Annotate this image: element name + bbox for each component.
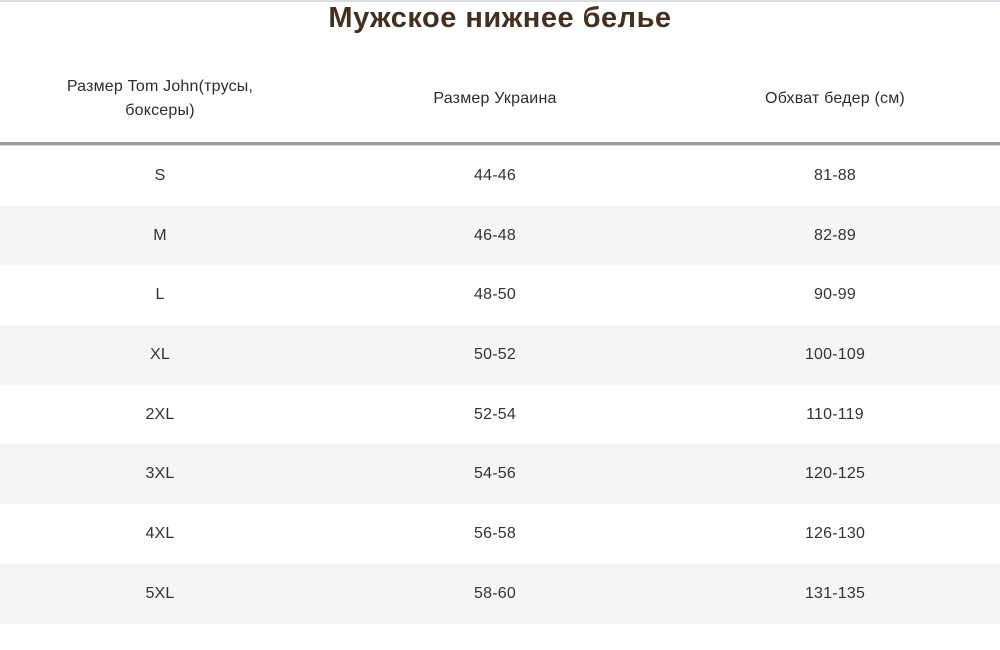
size-cell: 3XL: [145, 465, 175, 483]
hip-circumference-cell: 131-135: [804, 584, 866, 602]
size-cell: M: [153, 226, 167, 244]
ukraine-size-cell: 46-48: [474, 226, 516, 244]
table-row: 4XL 56-58 126-130: [0, 504, 1000, 564]
size-cell: 4XL: [145, 524, 175, 542]
hip-circumference-cell: 120-125: [804, 465, 866, 483]
hip-circumference-cell: 110-119: [806, 405, 864, 423]
hip-circumference-cell: 90-99: [814, 286, 856, 304]
table-row: XL 50-52 100-109: [0, 325, 1000, 385]
table-row: S 44-46 81-88: [0, 146, 1000, 206]
ukraine-size-cell: 48-50: [474, 286, 516, 304]
table-row: 5XL 58-60 131-135: [0, 563, 1000, 624]
table-row: 2XL 52-54 110-119: [0, 384, 1000, 445]
ukraine-size-cell: 44-46: [474, 166, 516, 184]
column-header-hip-circumference: Обхват бедер (см): [765, 89, 905, 107]
ukraine-size-cell: 54-56: [474, 465, 516, 483]
ukraine-size-cell: 56-58: [474, 524, 516, 542]
size-cell: XL: [150, 345, 170, 363]
size-cell: 2XL: [145, 405, 175, 423]
size-table: Размер Tom John(трусы, боксеры) Размер У…: [0, 55, 1000, 624]
table-header-row: Размер Tom John(трусы, боксеры) Размер У…: [0, 55, 1000, 142]
top-divider: [0, 0, 1000, 2]
table-body: S 44-46 81-88 M 46-48 82-89 L 48-50 90-99 XL 50-52…: [0, 146, 1000, 624]
size-cell: L: [155, 286, 165, 304]
hip-circumference-cell: 100-109: [804, 345, 866, 363]
column-header-tomjohn-size: Размер Tom John(трусы, боксеры): [66, 77, 254, 119]
size-cell: 5XL: [145, 584, 175, 602]
page-title: Мужское нижнее белье: [328, 2, 672, 34]
column-header-ukraine-size: Размер Украина: [433, 89, 557, 107]
hip-circumference-cell: 82-89: [814, 226, 856, 244]
table-row: M 46-48 82-89: [0, 205, 1000, 266]
size-cell: S: [154, 166, 166, 184]
header-divider: [0, 142, 1000, 146]
table-row: 3XL 54-56 120-125: [0, 444, 1000, 505]
hip-circumference-cell: 81-88: [814, 166, 856, 184]
ukraine-size-cell: 58-60: [474, 584, 516, 602]
table-row: L 48-50 90-99: [0, 265, 1000, 326]
ukraine-size-cell: 52-54: [474, 405, 516, 423]
hip-circumference-cell: 126-130: [804, 524, 866, 542]
ukraine-size-cell: 50-52: [474, 345, 516, 363]
